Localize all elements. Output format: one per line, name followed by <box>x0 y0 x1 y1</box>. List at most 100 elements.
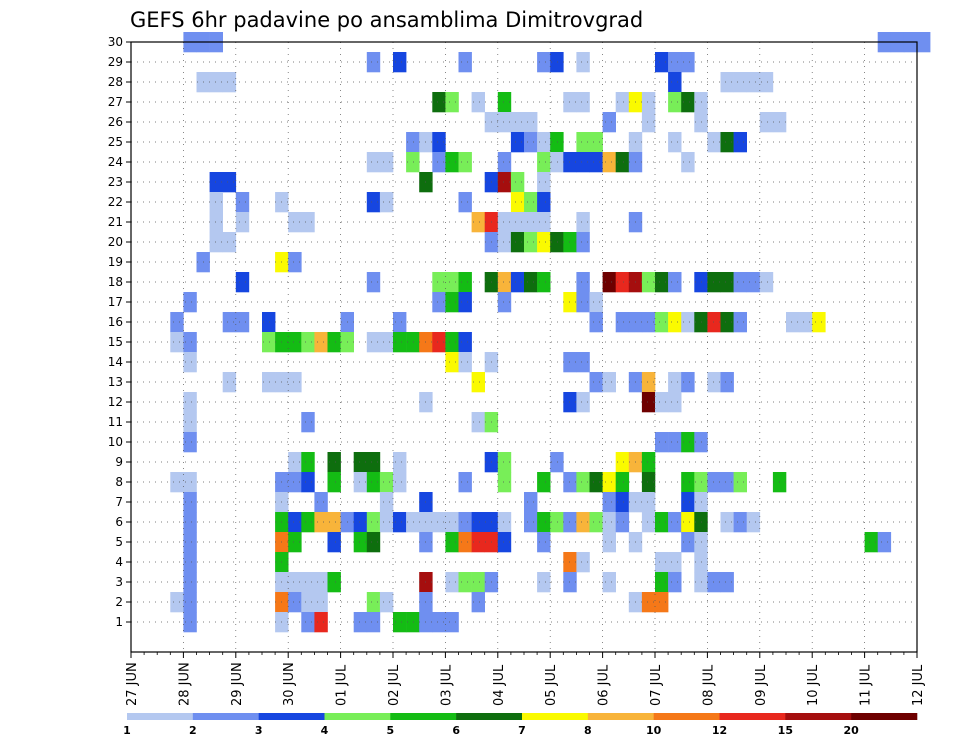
x-tick-label: 10 JUL <box>806 664 821 706</box>
heatmap-cell <box>733 312 747 333</box>
heatmap-cell <box>170 312 184 333</box>
heatmap-cell <box>445 272 459 293</box>
heatmap-cells <box>170 32 931 633</box>
heatmap-cell <box>524 112 538 133</box>
heatmap-cell <box>510 232 525 253</box>
x-tick-label: 04 JUL <box>492 664 507 706</box>
heatmap-cell <box>314 612 328 633</box>
heatmap-cell <box>366 452 381 473</box>
heatmap-cell <box>235 312 250 333</box>
heatmap-cell <box>222 312 237 333</box>
heatmap-cell <box>668 572 682 593</box>
heatmap-cell <box>366 152 381 173</box>
heatmap-cell <box>576 392 590 413</box>
heatmap-cell <box>379 472 394 493</box>
heatmap-cell <box>262 312 276 333</box>
heatmap-cell <box>183 592 197 613</box>
heatmap-cell <box>288 252 302 273</box>
heatmap-cell <box>589 372 603 393</box>
heatmap-cell <box>366 532 381 553</box>
heatmap-cell <box>262 332 276 353</box>
heatmap-cell <box>288 332 302 353</box>
heatmap-cell <box>615 152 630 173</box>
heatmap-cell <box>432 512 446 533</box>
heatmap-cell <box>458 532 472 553</box>
heatmap-cell <box>183 572 197 593</box>
heatmap-cell <box>327 332 341 353</box>
heatmap-cell <box>576 232 590 253</box>
heatmap-cell <box>471 512 485 533</box>
heatmap-cell <box>602 112 616 133</box>
heatmap-cell <box>524 132 538 153</box>
heatmap-cell <box>458 352 472 373</box>
heatmap-cell <box>327 452 341 473</box>
heatmap-cell <box>327 472 341 493</box>
heatmap-cell <box>720 512 734 533</box>
heatmap-cell <box>393 452 407 473</box>
heatmap-cell <box>576 92 590 113</box>
heatmap-cell <box>524 512 538 533</box>
heatmap-cell <box>615 272 630 293</box>
heatmap-cell <box>497 92 512 113</box>
heatmap-cell <box>445 92 459 113</box>
heatmap-cell <box>864 532 878 553</box>
heatmap-cell <box>707 472 721 493</box>
colorbar-swatch <box>785 713 852 720</box>
heatmap-cell <box>510 112 525 133</box>
colorbar-tick-label: 15 <box>778 724 793 737</box>
y-tick-label: 17 <box>108 295 123 309</box>
heatmap-cell <box>576 132 590 153</box>
heatmap-cell <box>458 512 472 533</box>
heatmap-cell <box>301 572 315 593</box>
heatmap-cell <box>288 212 302 233</box>
heatmap-cell <box>510 132 525 153</box>
heatmap-cell <box>668 52 682 73</box>
heatmap-cell <box>720 132 734 153</box>
y-tick-label: 22 <box>108 195 123 209</box>
heatmap-cell <box>301 332 315 353</box>
colorbar-swatch <box>127 713 194 720</box>
heatmap-cell <box>668 552 682 573</box>
heatmap-cell <box>301 592 315 613</box>
heatmap-cell <box>458 572 472 593</box>
heatmap-cell <box>288 472 302 493</box>
heatmap-cell <box>301 512 315 533</box>
heatmap-cell <box>314 592 328 613</box>
heatmap-cell <box>183 412 197 433</box>
heatmap-cell <box>497 172 512 193</box>
heatmap-cell <box>681 312 695 333</box>
heatmap-cell <box>733 72 747 93</box>
y-tick-label: 5 <box>115 535 123 549</box>
heatmap-cell <box>497 152 512 173</box>
x-axis-ticks: 27 JUN 28 JUN 29 JUN 30 JUN 01 JUL 02 JUL 03 J… <box>125 652 926 706</box>
heatmap-cell <box>183 512 197 533</box>
heatmap-cell <box>524 232 538 253</box>
heatmap-cell <box>681 512 695 533</box>
heatmap-cell <box>445 532 459 553</box>
y-tick-label: 26 <box>108 115 123 129</box>
y-tick-label: 10 <box>108 435 123 449</box>
heatmap-cell <box>655 592 669 613</box>
heatmap-cell <box>183 332 197 353</box>
heatmap-cell <box>576 472 590 493</box>
y-axis-ticks: 1234567891011121314151617181920212223242… <box>108 35 131 629</box>
heatmap-cell <box>288 512 302 533</box>
heatmap-cell <box>209 72 223 93</box>
heatmap-cell <box>393 472 407 493</box>
heatmap-cell <box>641 272 656 293</box>
heatmap-cell <box>668 272 682 293</box>
heatmap-cell <box>707 312 721 333</box>
heatmap-cell <box>589 312 603 333</box>
heatmap-cell <box>668 392 682 413</box>
heatmap-cell <box>537 232 551 253</box>
heatmap-cell <box>458 272 472 293</box>
heatmap-cell <box>183 292 197 313</box>
y-tick-label: 19 <box>108 255 123 269</box>
y-tick-label: 9 <box>115 455 123 469</box>
heatmap-cell <box>288 592 302 613</box>
heatmap-cell <box>641 492 656 513</box>
heatmap-cell <box>733 472 747 493</box>
heatmap-cell <box>615 452 630 473</box>
y-tick-label: 18 <box>108 275 123 289</box>
heatmap-cell <box>655 572 669 593</box>
